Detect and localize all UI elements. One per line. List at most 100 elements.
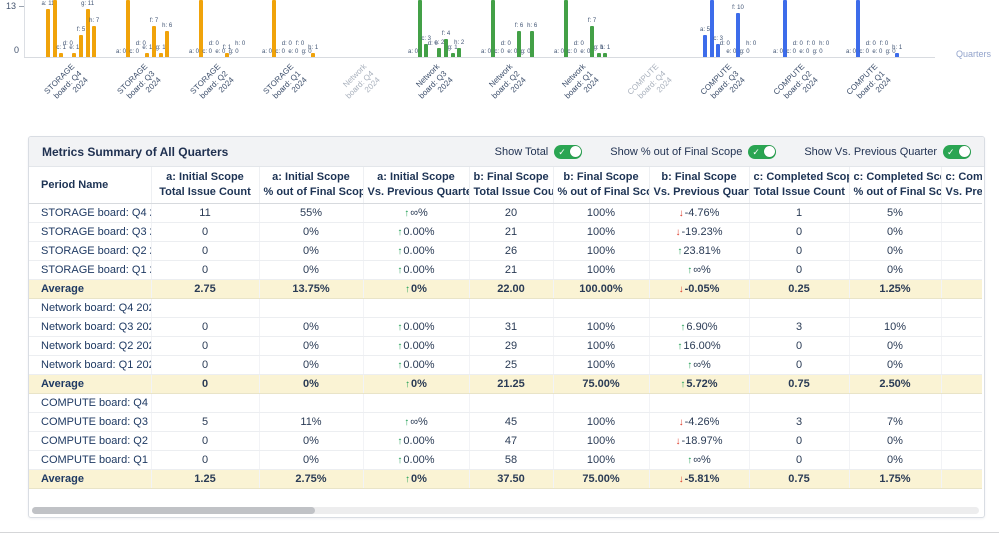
metric-cell: ↓-19.23% xyxy=(649,222,750,242)
chart-bar[interactable] xyxy=(855,0,860,57)
show-percent-toggle-group[interactable]: Show % out of Final Scope ✓ xyxy=(610,144,777,159)
metric-cell: 0% xyxy=(259,431,364,451)
chart-bar[interactable] xyxy=(437,48,442,57)
chart-bar[interactable] xyxy=(590,26,594,57)
metric-cell: ↑0.00% xyxy=(363,450,470,470)
chart-bar[interactable] xyxy=(271,0,276,57)
bar-value-label: g: 0 xyxy=(301,49,312,55)
toggle-knob xyxy=(958,146,970,157)
metric-cell: 0% xyxy=(849,336,942,356)
section-row: Network board: Q4 2024 xyxy=(29,298,982,318)
chart-bar[interactable] xyxy=(72,52,77,57)
metric-cell: ↑∞% xyxy=(649,355,750,375)
chart-bar[interactable] xyxy=(444,39,448,57)
chart-bar[interactable] xyxy=(85,8,90,57)
chart-bar[interactable] xyxy=(709,0,714,57)
show-vs-prev-label: Show Vs. Previous Quarter xyxy=(804,145,937,158)
chart-bar[interactable] xyxy=(450,52,455,57)
bar-value-label: d: 0 xyxy=(865,41,876,47)
metric-cell: 0.75 xyxy=(749,374,850,394)
x-axis-label: COMPUTE board: Q2 2024 xyxy=(771,62,820,101)
average-row: Average 0 0% ↑0% 21.25 75.00% ↑5.72% 0.75 2.50% xyxy=(29,374,982,394)
metric-cell xyxy=(469,298,554,318)
y-axis xyxy=(24,0,25,57)
period-name-cell: COMPUTE board: Q3 2024 xyxy=(29,412,152,432)
bar-value-label: c: 3 xyxy=(421,35,432,42)
metric-cell: 0 xyxy=(151,374,260,394)
chart-bar[interactable] xyxy=(59,52,64,57)
show-total-toggle[interactable]: ✓ xyxy=(554,144,583,159)
period-name-cell: Network board: Q1 2024 xyxy=(29,355,152,375)
chart-bar[interactable] xyxy=(79,35,83,57)
bar-value-label: f: 5 xyxy=(76,27,86,34)
bar-value-label: a: 0 xyxy=(188,49,199,55)
bar-value-label: h: 1 xyxy=(600,44,611,51)
scrollbar-thumb[interactable] xyxy=(32,507,315,514)
chart-bar[interactable] xyxy=(603,52,608,57)
show-percent-toggle[interactable]: ✓ xyxy=(748,144,777,159)
chart-bar[interactable] xyxy=(52,0,57,57)
bar-group: a: 0 c: 0 d: 0 e: 0 f: 6 g: 0 h: 6 xyxy=(481,0,537,57)
chart-bar[interactable] xyxy=(530,30,535,57)
metric-cell: 0% xyxy=(259,260,364,280)
chart-bar[interactable] xyxy=(46,8,50,57)
metric-cell: 31 xyxy=(469,317,554,337)
chart-bar[interactable] xyxy=(158,52,163,57)
chart-bar[interactable] xyxy=(703,35,707,57)
chart-bar[interactable] xyxy=(125,0,130,57)
metric-cell: 45 xyxy=(469,412,554,432)
metric-cell: ↑5.72% xyxy=(649,374,750,394)
chart-bar[interactable] xyxy=(517,30,521,57)
bar-value-label: g: 0 xyxy=(228,49,239,55)
chart-bar[interactable] xyxy=(417,0,422,57)
horizontal-scrollbar[interactable] xyxy=(32,507,979,514)
show-vs-prev-toggle-group[interactable]: Show Vs. Previous Quarter ✓ xyxy=(804,144,971,159)
metric-cell: ↓-4.26% xyxy=(649,412,750,432)
metric-cell: 100% xyxy=(553,203,650,223)
x-axis-label: COMPUTE board: Q4 2024 xyxy=(625,62,674,101)
chart-bar[interactable] xyxy=(782,0,787,57)
show-percent-label: Show % out of Final Scope xyxy=(610,145,743,158)
metric-cell: ↑0.00% xyxy=(363,355,470,375)
chart-bar[interactable] xyxy=(895,52,900,57)
metric-cell: ↑0% xyxy=(363,374,470,394)
x-axis-label: Network board: Q2 2024 xyxy=(487,62,528,101)
panel-header: Metrics Summary of All Quarters Show Tot… xyxy=(29,137,984,167)
metric-cell: 0 xyxy=(151,222,260,242)
bar-value-label: c: 0 xyxy=(567,49,578,55)
chart-bar[interactable] xyxy=(225,52,229,57)
metric-cell: 2.75% xyxy=(259,469,364,489)
bar-group: a: 0 c: 0 d: 0 e: 0 f: 7 g: 1 h: 1 xyxy=(554,0,610,57)
chart-bar[interactable] xyxy=(165,30,170,57)
metric-cell: 0% xyxy=(849,450,942,470)
chart-bar[interactable] xyxy=(716,43,721,57)
metric-cell: ↑23.81% xyxy=(649,241,750,261)
show-vs-prev-toggle[interactable]: ✓ xyxy=(943,144,971,159)
bar-value-label: e: 1 xyxy=(69,44,80,51)
chart-bar[interactable] xyxy=(145,52,150,57)
metric-cell: ↑0.00% xyxy=(363,260,470,280)
bar-value-label: c: 0 xyxy=(786,49,797,55)
chart-bar[interactable] xyxy=(563,0,568,57)
chart-bar[interactable] xyxy=(457,48,462,57)
chart-bar[interactable] xyxy=(736,13,740,57)
show-total-toggle-group[interactable]: Show Total ✓ xyxy=(495,144,583,159)
bar-value-label: f: 10 xyxy=(732,5,744,12)
chart-bar[interactable] xyxy=(596,52,601,57)
chart-bar[interactable] xyxy=(92,26,97,57)
metric-cell: ↑∞% xyxy=(649,450,750,470)
bar-value-label: d: 0 xyxy=(500,41,511,47)
chart-bar[interactable] xyxy=(490,0,495,57)
metric-cell: 13.75% xyxy=(259,279,364,299)
period-name-cell: Network board: Q2 2024 xyxy=(29,336,152,356)
metric-cell: ↑0.00% xyxy=(363,222,470,242)
metric-cell: ↑6.90% xyxy=(649,317,750,337)
trend-up-icon: ↑ xyxy=(687,264,693,276)
chart-bar[interactable] xyxy=(198,0,203,57)
metric-cell: 22.00 xyxy=(469,279,554,299)
chart-bar[interactable] xyxy=(311,52,316,57)
chart-bar[interactable] xyxy=(424,43,429,57)
metric-cell: 100% xyxy=(553,412,650,432)
chart-bar[interactable] xyxy=(152,26,156,57)
bar-value-label: g: 0 xyxy=(885,49,896,55)
